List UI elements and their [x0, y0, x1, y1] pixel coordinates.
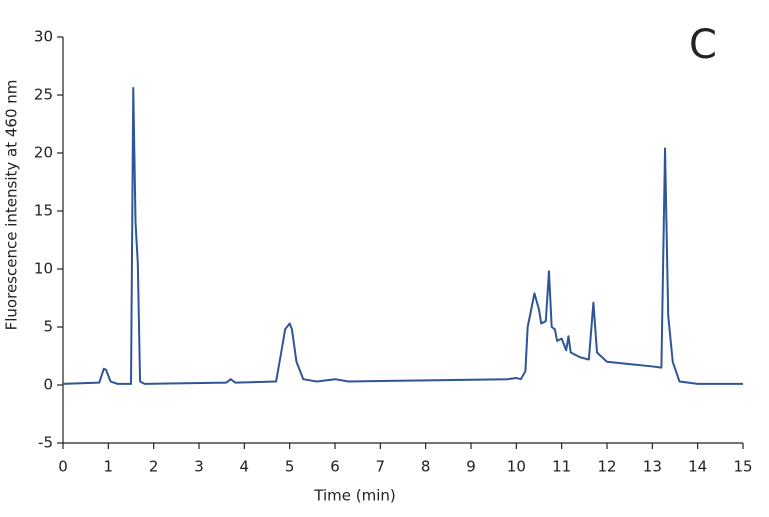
- x-tick-label: 2: [149, 458, 159, 476]
- x-tick-label: 6: [330, 458, 340, 476]
- x-tick-label: 12: [597, 458, 616, 476]
- y-tick-label: 25: [34, 86, 53, 104]
- panel-label: C: [689, 22, 717, 68]
- x-axis-label: Time (min): [313, 487, 395, 505]
- x-tick-label: 8: [421, 458, 431, 476]
- x-tick-label: 9: [466, 458, 476, 476]
- y-tick-label: 5: [43, 318, 53, 336]
- x-tick-label: 1: [104, 458, 114, 476]
- x-tick-label: 4: [240, 458, 250, 476]
- x-tick-label: 10: [507, 458, 526, 476]
- x-tick-label: 15: [733, 458, 752, 476]
- x-tick-label: 7: [376, 458, 386, 476]
- x-tick-label: 5: [285, 458, 295, 476]
- data-line: [62, 87, 743, 385]
- x-tick-label: 0: [58, 458, 68, 476]
- x-tick-label: 14: [688, 458, 707, 476]
- y-tick-label: 10: [34, 260, 53, 278]
- y-tick-label: 15: [34, 202, 53, 220]
- y-tick-label: 30: [34, 28, 53, 46]
- x-tick-label: 13: [643, 458, 662, 476]
- y-axis-label: Fluorescence intensity at 460 nm: [3, 80, 21, 331]
- y-tick-label: 20: [34, 144, 53, 162]
- x-tick-label: 3: [194, 458, 204, 476]
- x-tick-label: 11: [552, 458, 571, 476]
- y-tick-label: 0: [43, 376, 53, 394]
- y-tick-label: -5: [38, 434, 53, 452]
